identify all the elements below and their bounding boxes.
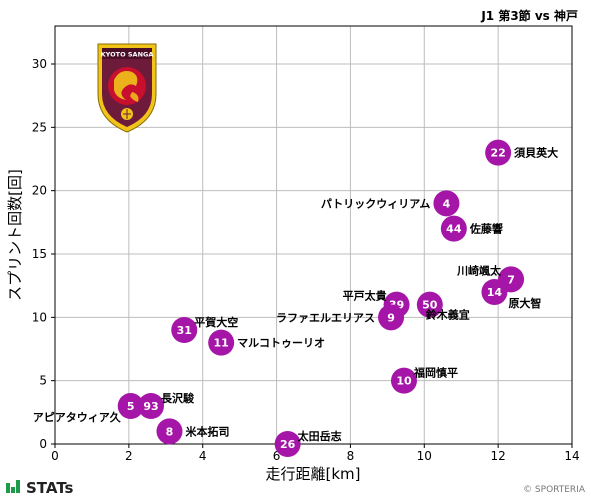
point-player-name: 平戸太貴 bbox=[343, 289, 387, 303]
point-player-name: 鈴木義宜 bbox=[426, 308, 470, 322]
y-tick-label: 20 bbox=[32, 184, 47, 198]
axis-ticks: 0 2 4 6 8 10 12 14 0 5 10 15 20 25 30 bbox=[32, 57, 580, 463]
point-marker bbox=[440, 215, 467, 242]
data-point: 22 bbox=[485, 139, 512, 166]
team-badge-logo: KYOTO SANGA bbox=[97, 43, 157, 133]
point-player-name: 原大智 bbox=[508, 296, 541, 310]
point-marker bbox=[208, 329, 235, 356]
y-tick-label: 5 bbox=[39, 374, 47, 388]
point-number-label: 44 bbox=[446, 223, 462, 236]
point-player-name: 福岡慎平 bbox=[413, 366, 458, 380]
x-tick-label: 8 bbox=[347, 449, 355, 463]
point-marker bbox=[171, 317, 198, 343]
team-badge-text: KYOTO SANGA bbox=[101, 51, 154, 59]
x-tick-label: 0 bbox=[51, 449, 59, 463]
data-point: 93 bbox=[138, 393, 165, 419]
stats-logo bbox=[6, 480, 20, 493]
grid-lines bbox=[55, 26, 572, 444]
x-tick-label: 4 bbox=[199, 449, 207, 463]
point-player-name: 米本拓司 bbox=[184, 424, 229, 438]
point-player-name: パトリックウィリアム bbox=[321, 197, 431, 210]
data-point: 50 bbox=[416, 291, 443, 318]
x-axis-label: 走行距離[km] bbox=[265, 465, 360, 483]
x-tick-label: 6 bbox=[273, 449, 281, 463]
chart-title: J1 第3節 vs 神戸 bbox=[480, 8, 578, 23]
point-number-label: 50 bbox=[422, 299, 438, 312]
point-marker bbox=[274, 431, 301, 457]
point-marker bbox=[390, 367, 417, 394]
point-marker bbox=[481, 279, 508, 305]
point-marker bbox=[138, 393, 165, 419]
y-tick-label: 25 bbox=[32, 120, 47, 134]
plot-frame bbox=[54, 25, 573, 445]
data-point: 8 bbox=[156, 418, 183, 445]
point-player-name: 佐藤響 bbox=[469, 222, 503, 236]
data-point: 11 bbox=[208, 329, 235, 356]
y-tick-label: 10 bbox=[32, 310, 47, 324]
data-point: 14 bbox=[481, 279, 508, 305]
point-number-label: 10 bbox=[396, 375, 412, 388]
point-player-name: マルコトゥーリオ bbox=[237, 337, 325, 350]
x-tick-label: 14 bbox=[564, 449, 579, 463]
point-player-name: 長沢駿 bbox=[161, 391, 195, 405]
point-marker bbox=[156, 418, 183, 445]
point-player-name: 川崎颯太 bbox=[456, 263, 502, 277]
point-number-label: 26 bbox=[280, 438, 296, 451]
data-point: 26 bbox=[274, 431, 301, 457]
data-point: 31 bbox=[171, 317, 198, 343]
point-player-name: 平賀大空 bbox=[194, 315, 238, 329]
point-number-label: 8 bbox=[166, 425, 174, 438]
y-tick-label: 30 bbox=[32, 57, 47, 71]
point-number-label: 5 bbox=[127, 400, 135, 413]
point-number-label: 93 bbox=[143, 400, 158, 413]
point-number-label: 7 bbox=[507, 273, 515, 286]
point-marker bbox=[378, 304, 405, 331]
y-axis-label: スプリント回数[回] bbox=[6, 169, 24, 301]
point-marker bbox=[117, 393, 144, 419]
point-marker bbox=[433, 190, 460, 217]
x-tick-label: 12 bbox=[491, 449, 506, 463]
point-number-label: 14 bbox=[487, 286, 503, 299]
point-number-label: 4 bbox=[443, 197, 451, 210]
point-player-name: ラファエルエリアス bbox=[276, 311, 375, 324]
point-number-label: 11 bbox=[214, 337, 229, 350]
point-marker bbox=[485, 139, 512, 166]
data-point: 4 bbox=[433, 190, 460, 217]
point-number-label: 31 bbox=[177, 324, 192, 337]
copyright-text: © SPORTERIA bbox=[523, 485, 586, 495]
stats-brand-text: STATs bbox=[26, 479, 74, 496]
point-marker bbox=[416, 291, 443, 318]
x-tick-label: 10 bbox=[417, 449, 432, 463]
data-point: 10 bbox=[390, 367, 417, 394]
y-tick-label: 15 bbox=[32, 247, 47, 261]
point-player-name: 須貝英大 bbox=[513, 146, 558, 160]
data-point: 9 bbox=[378, 304, 405, 331]
point-player-name: 太田岳志 bbox=[297, 429, 342, 443]
y-tick-label: 0 bbox=[39, 437, 47, 451]
data-point: 5 bbox=[117, 393, 144, 419]
data-point: 44 bbox=[440, 215, 467, 242]
x-tick-label: 2 bbox=[125, 449, 133, 463]
point-number-label: 9 bbox=[387, 311, 395, 324]
point-number-label: 22 bbox=[490, 147, 505, 160]
point-player-name: アピアタウィア久 bbox=[33, 410, 122, 424]
